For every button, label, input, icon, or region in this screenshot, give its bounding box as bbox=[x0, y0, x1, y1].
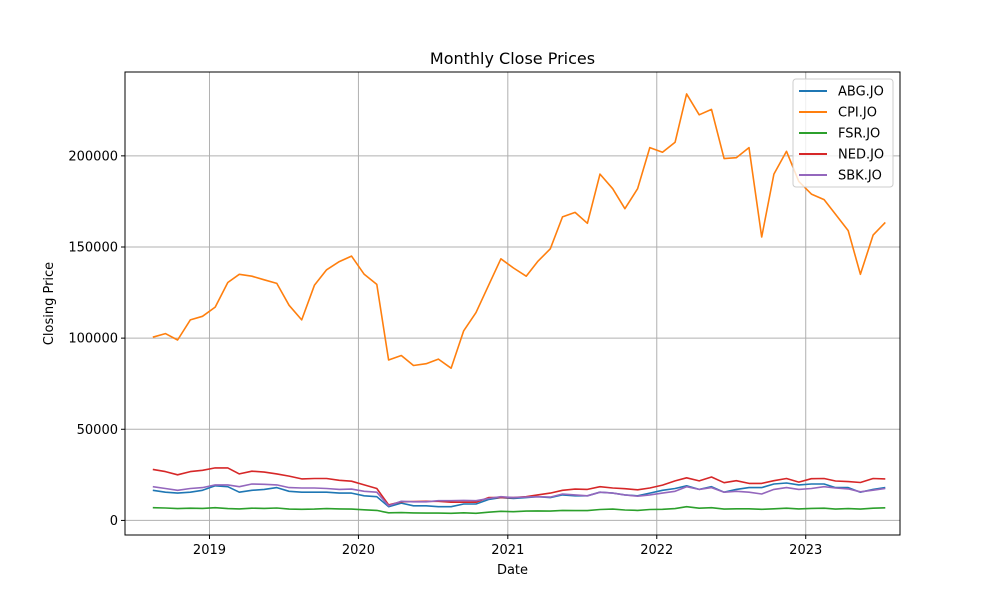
y-tick-label: 100000 bbox=[68, 332, 118, 347]
legend-entry-label: SBK.JO bbox=[838, 169, 882, 184]
y-axis-label: Closing Price bbox=[42, 262, 57, 345]
axes-frame bbox=[124, 71, 901, 536]
x-axis-ticks: 2019 2020 2021 2022 2023 bbox=[193, 535, 822, 558]
series-line-cpi-jo bbox=[152, 93, 886, 370]
x-tick-label: 2020 bbox=[342, 543, 375, 558]
chart-title: Monthly Close Prices bbox=[430, 49, 595, 68]
y-tick-label: 0 bbox=[110, 514, 118, 529]
grid-lines bbox=[125, 72, 900, 535]
legend-entry-label: CPI.JO bbox=[838, 106, 877, 121]
x-tick-label: 2019 bbox=[193, 543, 226, 558]
x-tick-label: 2021 bbox=[491, 543, 524, 558]
y-tick-label: 50000 bbox=[77, 423, 118, 438]
x-axis-label: Date bbox=[497, 563, 528, 578]
x-tick-label: 2022 bbox=[640, 543, 673, 558]
legend-entry-label: NED.JO bbox=[838, 148, 884, 163]
y-axis-ticks: 0 50000 100000 150000 200000 bbox=[68, 149, 125, 529]
legend-entry-label: FSR.JO bbox=[838, 127, 880, 142]
legend: ABG.JO CPI.JO FSR.JO NED.JO SBK.JO bbox=[792, 78, 894, 188]
legend-box bbox=[792, 78, 894, 188]
y-tick-label: 150000 bbox=[68, 240, 118, 255]
series-line-fsr-jo bbox=[152, 505, 886, 515]
series-lines bbox=[152, 93, 886, 515]
series-line-sbk-jo bbox=[152, 483, 886, 507]
legend-entry-label: ABG.JO bbox=[838, 85, 884, 100]
y-tick-label: 200000 bbox=[68, 149, 118, 164]
x-tick-label: 2023 bbox=[789, 543, 822, 558]
